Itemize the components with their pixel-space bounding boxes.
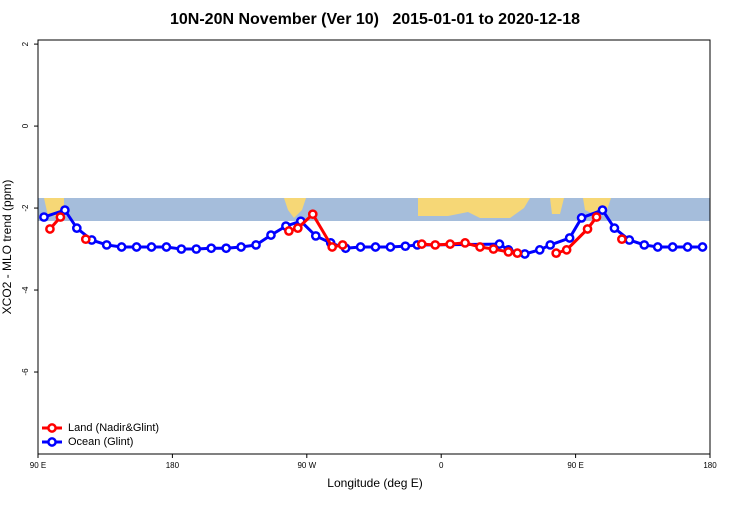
data-point <box>519 249 530 259</box>
data-point <box>576 213 587 223</box>
data-point <box>39 212 49 222</box>
data-point <box>310 231 321 241</box>
data-point <box>460 238 470 248</box>
data-point <box>101 240 112 250</box>
data-point <box>327 242 338 252</box>
data-point <box>609 223 620 233</box>
data-point <box>667 242 678 252</box>
data-point <box>307 209 318 220</box>
data-point <box>236 242 246 252</box>
data-point <box>80 234 91 245</box>
data-point <box>251 240 261 250</box>
data-point <box>445 239 456 249</box>
data-point <box>385 242 396 252</box>
data-point <box>475 242 485 252</box>
data-point <box>488 244 499 254</box>
data-point <box>116 242 127 252</box>
legend-marker <box>47 437 57 447</box>
data-point <box>176 244 187 254</box>
data-point <box>582 224 593 234</box>
ocean-strip <box>38 198 710 221</box>
data-point <box>337 240 348 250</box>
data-point <box>639 240 650 250</box>
data-point <box>564 233 575 243</box>
data-point <box>161 242 172 252</box>
data-point <box>652 242 663 252</box>
data-point <box>591 212 602 222</box>
x-tick-label: 180 <box>166 461 180 470</box>
series <box>46 211 625 257</box>
data-point <box>416 239 427 249</box>
data-point <box>430 240 441 250</box>
data-point <box>45 224 55 234</box>
data-point <box>146 242 157 252</box>
land-patch <box>284 198 306 218</box>
data-point <box>60 205 70 215</box>
data-point <box>551 248 562 258</box>
data-point <box>71 223 82 233</box>
x-tick-label: 90 W <box>297 461 316 470</box>
y-axis-label: XCO2 - MLO trend (ppm) <box>0 180 14 315</box>
data-point <box>697 242 708 252</box>
legend-label: Land (Nadir&Glint) <box>68 422 159 434</box>
plot-frame <box>37 39 711 455</box>
data-point <box>355 242 366 252</box>
y-tick-label: -6 <box>21 368 30 376</box>
y-tick-label: 0 <box>21 123 30 128</box>
land-patch <box>418 198 530 218</box>
x-tick-label: 90 E <box>567 461 583 470</box>
data-point <box>561 245 572 255</box>
data-point <box>191 244 202 254</box>
data-point <box>494 239 505 249</box>
data-point <box>55 212 66 222</box>
data-point <box>545 240 556 250</box>
map-strip <box>38 198 710 221</box>
legend-marker <box>47 423 57 433</box>
data-point <box>503 247 514 257</box>
chart-title: 10N-20N November (Ver 10) 2015-01-01 to … <box>170 11 580 28</box>
data-point <box>617 234 627 245</box>
data-point <box>400 241 411 252</box>
y-tick-label: -2 <box>21 204 30 212</box>
data-point <box>221 243 232 254</box>
land-patch <box>550 198 564 214</box>
x-axis-label: Longitude (deg E) <box>327 476 422 490</box>
data-point <box>597 205 608 215</box>
y-tick-label: 2 <box>21 41 30 46</box>
data-point <box>534 245 545 255</box>
data-point <box>292 223 303 233</box>
y-tick-label: -4 <box>21 286 30 294</box>
data-point <box>266 230 276 240</box>
legend-label: Ocean (Glint) <box>68 436 133 448</box>
data-point <box>284 226 294 236</box>
data-point <box>624 235 635 245</box>
x-tick-label: 0 <box>439 461 444 470</box>
data-point <box>682 242 693 252</box>
data-point <box>512 248 523 258</box>
data-point <box>370 242 381 252</box>
x-tick-label: 90 E <box>30 461 46 470</box>
data-point <box>131 242 142 252</box>
x-tick-label: 180 <box>703 461 717 470</box>
data-point <box>206 243 217 254</box>
